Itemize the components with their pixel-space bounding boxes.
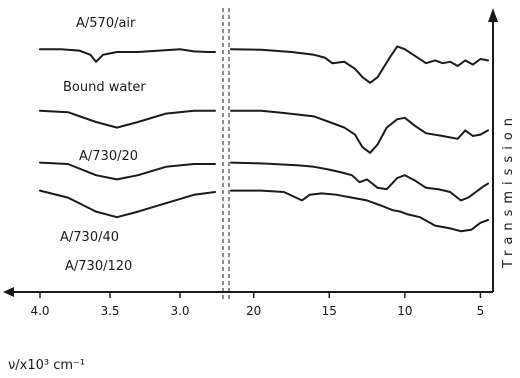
tick-label-right-0: 20 [246, 304, 261, 318]
series-1-right-trace [230, 109, 489, 154]
x-axis-arrow [3, 287, 14, 297]
y-axis-arrow [488, 8, 498, 22]
series-1-left-trace [39, 109, 216, 129]
series-0-left-trace [39, 48, 216, 63]
series-2-right-trace [230, 161, 489, 202]
tick-label-right-1: 15 [322, 304, 337, 318]
y-axis-label: Transmission [501, 112, 516, 269]
x-axis-label: ν/x10³ cm⁻¹ [8, 358, 85, 373]
series-3-left-trace [39, 189, 216, 219]
tick-label-left-1: 3.5 [100, 304, 119, 318]
series-label-a730-120: A/730/120 [65, 259, 132, 274]
series-3-right-trace [230, 189, 489, 233]
series-2-left-trace [39, 161, 216, 181]
series-label-a730-20: A/730/20 [79, 149, 138, 164]
series-label-a730-40: A/730/40 [60, 230, 119, 245]
tick-group: 4.0 3.5 3.0 20 15 10 5 [30, 292, 484, 318]
traces [39, 45, 489, 233]
tick-label-left-0: 4.0 [30, 304, 49, 318]
annotation-bound-water: Bound water [63, 80, 146, 95]
tick-label-right-2: 10 [397, 304, 412, 318]
tick-label-right-3: 5 [477, 304, 485, 318]
series-0-right-trace [230, 45, 489, 84]
tick-label-left-2: 3.0 [170, 304, 189, 318]
series-label-a570: A/570/air [76, 16, 136, 31]
